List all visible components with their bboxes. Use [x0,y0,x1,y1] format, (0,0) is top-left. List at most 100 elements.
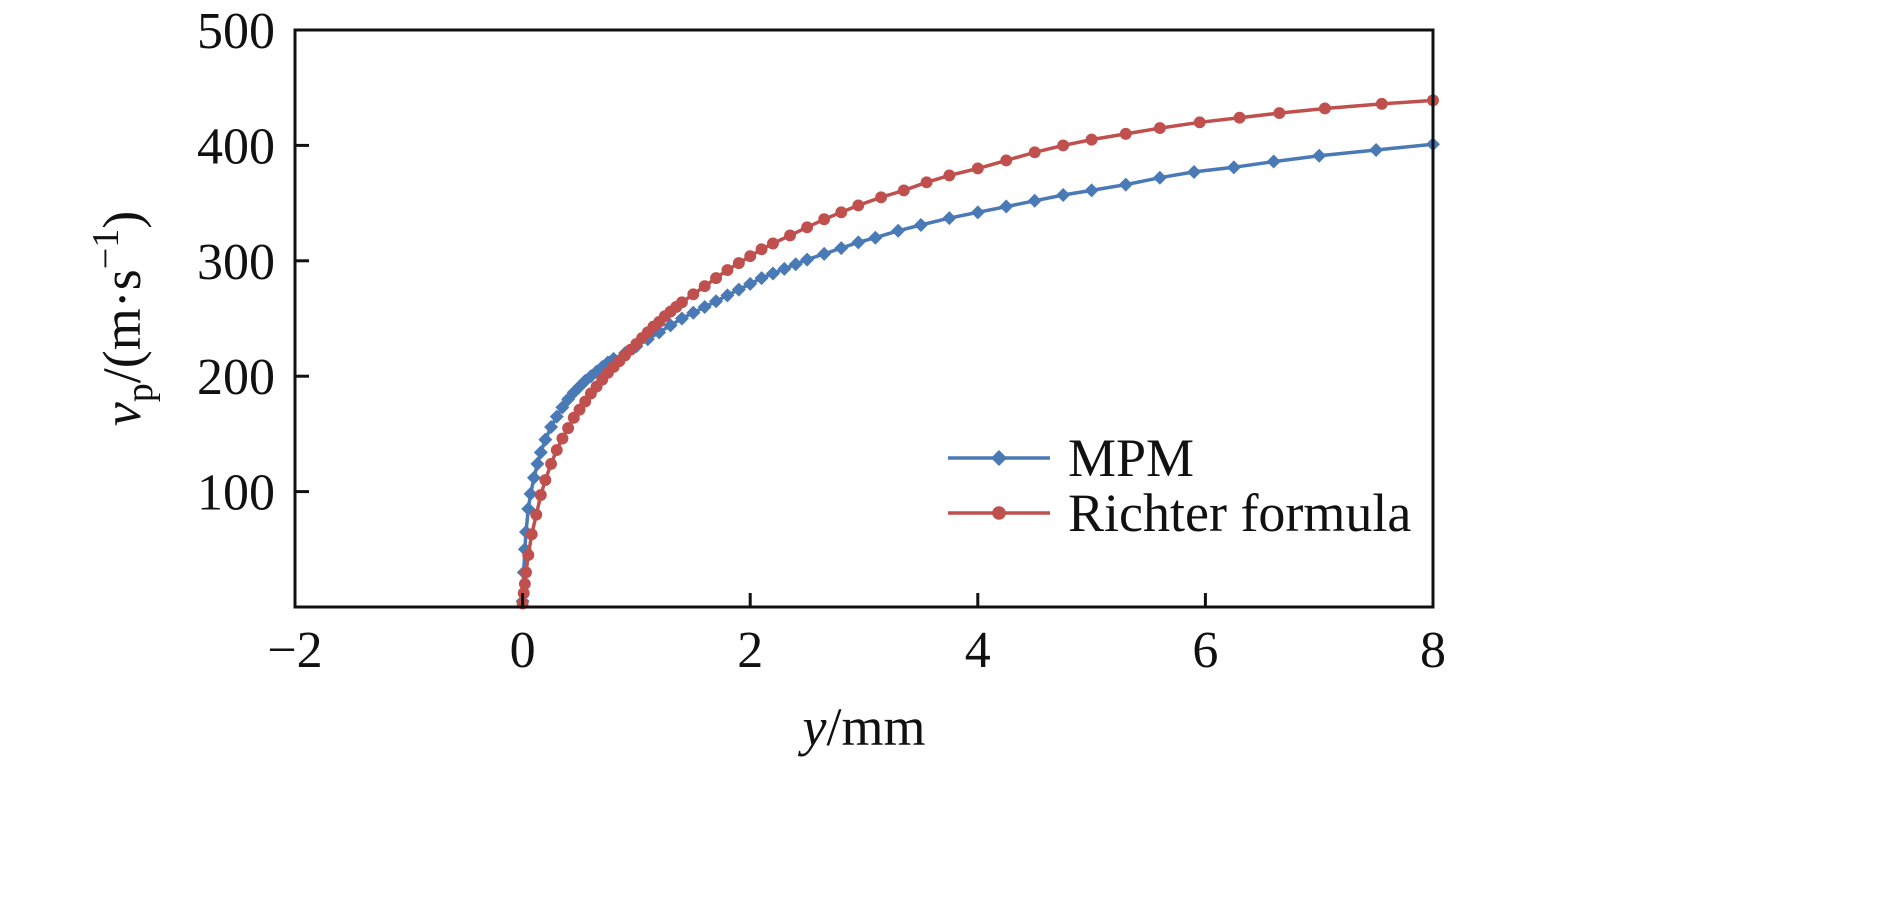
data-point [800,252,815,267]
data-point [544,419,559,434]
series-richter [516,94,1439,610]
data-point [1273,107,1286,120]
data-point [754,271,769,286]
axis-ticks: −2 0 2 4 6 8 100 200 300 400 500 [197,3,1446,679]
data-point [522,549,535,562]
data-point [526,470,541,485]
y-tick-label: 100 [197,465,275,522]
svg-text:vp/(m·s−1): vp/(m·s−1) [85,211,161,426]
data-point [1233,111,1246,124]
data-point [1056,188,1071,203]
data-point [530,508,543,521]
x-tick-label: 6 [1192,622,1218,679]
data-point [851,235,866,250]
data-point [549,409,564,424]
y-tick-label: 500 [197,3,275,60]
data-point [1027,193,1042,208]
legend-label: Richter formula [1068,483,1411,543]
data-point [518,577,531,590]
data-point [875,191,888,204]
data-point [913,218,928,233]
x-tick-label: 4 [965,622,991,679]
data-point [1375,97,1388,110]
data-point [1057,139,1070,152]
y-tick-label: 300 [197,234,275,291]
data-point [999,199,1014,214]
data-point [852,199,865,212]
data-point [784,229,796,242]
y-axis-subscript: p [119,383,161,402]
plot-area-frame [293,28,1435,609]
data-point [1193,116,1206,129]
data-point [1312,148,1327,163]
data-point [1187,164,1202,179]
x-tick-label: 8 [1420,622,1446,679]
data-point [687,288,700,301]
data-point [777,261,792,276]
data-point [520,566,532,579]
data-point [720,288,735,303]
y-axis-variable: v [92,402,152,426]
data-point [970,205,985,220]
x-axis-title: y/mm [798,697,926,757]
data-point [538,432,553,447]
data-point [1000,154,1013,167]
data-point [1369,143,1384,158]
data-point [744,250,757,263]
data-point [1085,133,1098,146]
data-point [942,211,957,226]
data-point [675,296,688,309]
data-point [835,206,848,219]
data-point [765,266,780,281]
y-axis-unit: /(m·s [92,269,152,383]
data-point [834,241,849,256]
data-point [686,305,701,320]
data-point [523,486,538,501]
x-tick-label: −2 [267,622,322,679]
data-point [743,276,758,291]
data-point [721,264,734,276]
data-point [550,444,563,457]
x-axis-unit: /mm [826,697,925,757]
data-point [674,311,689,326]
data-point [818,213,831,226]
data-point [891,223,906,238]
data-point [525,528,538,541]
data-point [1119,127,1132,140]
data-point [533,445,548,460]
data-point [1226,160,1241,175]
data-point [556,432,569,445]
data-point [562,422,575,435]
data-point [530,456,545,471]
data-point [732,257,745,270]
data-point [868,230,883,245]
x-tick-label: 0 [510,622,536,679]
x-axis-variable: y [798,697,827,757]
data-point [1153,122,1166,135]
y-tick-label: 400 [197,118,275,175]
y-axis-close: ) [92,211,152,229]
data-point [731,282,746,297]
data-point [1152,170,1167,185]
legend-item: Richter formula [948,483,1411,543]
data-point [755,243,768,256]
x-tick-label: 2 [737,622,763,679]
data-point [1266,154,1281,169]
data-point [697,299,712,314]
data-point [710,272,723,285]
data-point [788,257,803,272]
legend-label: MPM [1068,428,1194,488]
data-point [801,221,814,234]
data-point [663,318,678,333]
data-point [1318,102,1331,115]
data-point [767,237,779,250]
data-point [698,280,711,293]
data-point [943,169,956,182]
y-axis-title: vp/(m·s−1) [85,211,161,426]
data-point [534,489,547,502]
data-point [545,457,557,470]
data-point [709,294,724,309]
series-layer [515,94,1440,610]
data-point [539,474,552,487]
